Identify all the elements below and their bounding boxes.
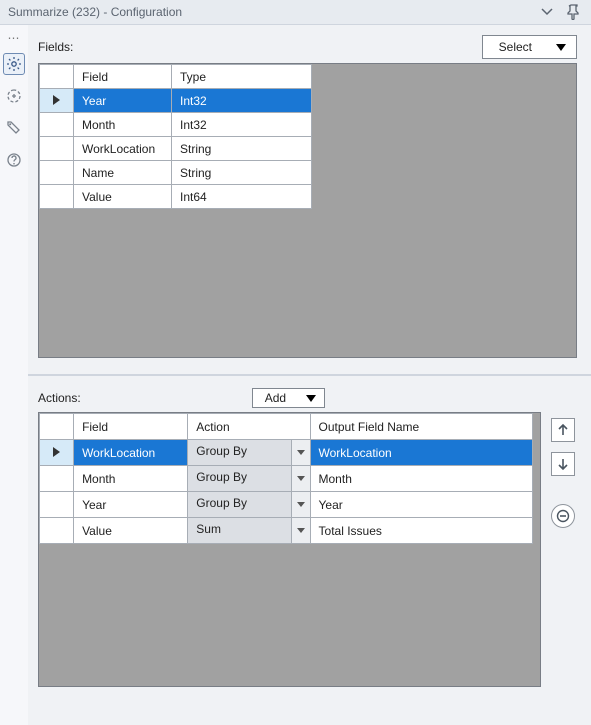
table-row[interactable]: WorkLocationString	[40, 137, 312, 161]
field-cell[interactable]: Month	[74, 466, 188, 492]
field-cell[interactable]: Month	[74, 113, 172, 137]
row-header[interactable]	[40, 518, 74, 544]
reorder-buttons	[549, 412, 577, 715]
type-cell[interactable]: Int32	[172, 89, 312, 113]
fields-grid[interactable]: Field Type YearInt32MonthInt32WorkLocati…	[38, 63, 577, 358]
select-button-label: Select	[499, 40, 532, 54]
fields-col-type[interactable]: Type	[172, 65, 312, 89]
action-value: Sum	[188, 518, 291, 543]
row-header[interactable]	[40, 492, 74, 518]
type-cell[interactable]: String	[172, 137, 312, 161]
row-header[interactable]	[40, 185, 74, 209]
fields-section: Fields: Select Field Type YearInt32Month…	[38, 35, 577, 358]
type-cell[interactable]: Int64	[172, 185, 312, 209]
field-cell[interactable]: Name	[74, 161, 172, 185]
fields-col-field[interactable]: Field	[74, 65, 172, 89]
row-header-corner	[40, 414, 74, 440]
table-row[interactable]: ValueSum Total Issues	[40, 518, 533, 544]
left-rail: ⋯	[0, 25, 28, 725]
add-button-label: Add	[265, 391, 286, 405]
action-value: Group By	[188, 440, 291, 465]
help-icon[interactable]	[3, 149, 25, 171]
move-up-button[interactable]	[551, 418, 575, 442]
row-header[interactable]	[40, 466, 74, 492]
actions-col-output[interactable]: Output Field Name	[310, 414, 532, 440]
field-cell[interactable]: Year	[74, 89, 172, 113]
type-cell[interactable]: String	[172, 161, 312, 185]
overflow-icon[interactable]: ⋯	[8, 31, 21, 45]
section-divider	[28, 374, 591, 376]
field-cell[interactable]: WorkLocation	[74, 137, 172, 161]
select-button[interactable]: Select	[482, 35, 577, 59]
table-row[interactable]: WorkLocationGroup ByWorkLocation	[40, 440, 533, 466]
row-header[interactable]	[40, 89, 74, 113]
table-row[interactable]: NameString	[40, 161, 312, 185]
chevron-down-icon[interactable]	[292, 466, 310, 491]
action-value: Group By	[188, 492, 291, 517]
output-cell[interactable]: Year	[310, 492, 532, 518]
table-row[interactable]: MonthGroup ByMonth	[40, 466, 533, 492]
action-dropdown[interactable]: Sum	[188, 518, 310, 544]
action-dropdown[interactable]: Group By	[188, 466, 310, 492]
actions-col-field[interactable]: Field	[74, 414, 188, 440]
table-row[interactable]: ValueInt64	[40, 185, 312, 209]
chevron-down-icon	[306, 395, 316, 402]
remove-button[interactable]	[551, 504, 575, 528]
row-header-corner	[40, 65, 74, 89]
target-icon[interactable]	[3, 85, 25, 107]
field-cell[interactable]: Value	[74, 518, 188, 544]
add-button[interactable]: Add	[252, 388, 325, 408]
type-cell[interactable]: Int32	[172, 113, 312, 137]
actions-header: Actions: Add	[38, 388, 577, 408]
collapse-icon[interactable]	[541, 8, 553, 16]
output-cell[interactable]: Total Issues	[310, 518, 532, 544]
main-area: ⋯ Fields: Select	[0, 25, 591, 725]
gear-icon[interactable]	[3, 53, 25, 75]
chevron-down-icon	[556, 44, 566, 51]
move-down-button[interactable]	[551, 452, 575, 476]
row-header[interactable]	[40, 137, 74, 161]
row-header[interactable]	[40, 440, 74, 466]
output-cell[interactable]: Month	[310, 466, 532, 492]
actions-label: Actions:	[38, 391, 81, 405]
fields-header-row: Field Type	[40, 65, 312, 89]
row-header[interactable]	[40, 113, 74, 137]
actions-header-row: Field Action Output Field Name	[40, 414, 533, 440]
chevron-down-icon[interactable]	[292, 492, 310, 517]
action-dropdown[interactable]: Group By	[188, 440, 310, 466]
field-cell[interactable]: Value	[74, 185, 172, 209]
field-cell[interactable]: Year	[74, 492, 188, 518]
tag-icon[interactable]	[3, 117, 25, 139]
action-value: Group By	[188, 466, 291, 491]
output-cell[interactable]: WorkLocation	[310, 440, 532, 466]
actions-col-action[interactable]: Action	[188, 414, 310, 440]
content-panel: Fields: Select Field Type YearInt32Month…	[28, 25, 591, 725]
window-title: Summarize (232) - Configuration	[8, 5, 182, 19]
chevron-down-icon[interactable]	[292, 518, 310, 543]
table-row[interactable]: YearGroup ByYear	[40, 492, 533, 518]
actions-grid[interactable]: Field Action Output Field Name WorkLocat…	[38, 412, 541, 687]
table-row[interactable]: MonthInt32	[40, 113, 312, 137]
titlebar: Summarize (232) - Configuration	[0, 0, 591, 25]
action-dropdown[interactable]: Group By	[188, 492, 310, 518]
chevron-down-icon[interactable]	[292, 440, 310, 465]
fields-label: Fields:	[38, 40, 73, 54]
pin-icon[interactable]	[567, 4, 581, 20]
table-row[interactable]: YearInt32	[40, 89, 312, 113]
field-cell[interactable]: WorkLocation	[74, 440, 188, 466]
row-header[interactable]	[40, 161, 74, 185]
